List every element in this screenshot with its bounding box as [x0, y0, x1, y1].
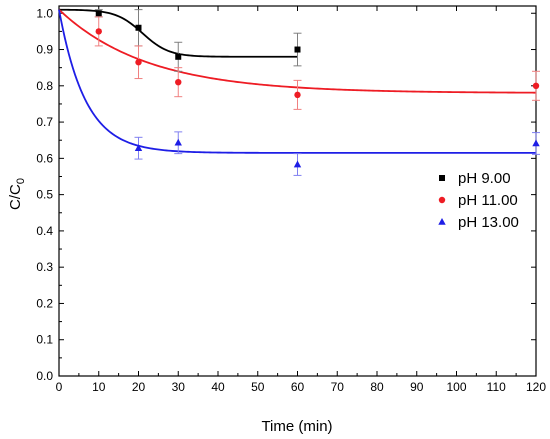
x-tick-label: 10	[92, 380, 106, 394]
data-point	[293, 160, 302, 168]
data-point	[532, 82, 540, 90]
data-point	[135, 59, 142, 66]
legend-label: pH 9.00	[458, 170, 511, 187]
data-markers	[95, 10, 540, 168]
x-tick-label: 0	[56, 380, 63, 394]
y-tick-label: 0.7	[36, 115, 53, 129]
y-tick-label: 0.4	[36, 224, 53, 238]
data-point	[532, 139, 540, 147]
x-axis-title: Time (min)	[261, 418, 332, 435]
x-tick-label: 110	[487, 380, 506, 394]
x-tick-label: 20	[132, 380, 146, 394]
y-tick-label: 0.3	[36, 260, 53, 274]
x-tick-label: 60	[291, 380, 305, 394]
y-tick-label: 0.8	[36, 79, 53, 93]
x-tick-label: 40	[211, 380, 225, 394]
x-tick-label: 90	[410, 380, 424, 394]
data-point	[175, 78, 182, 86]
x-tick-label: 100	[446, 380, 466, 394]
x-tick-label: 80	[370, 380, 384, 394]
data-point	[95, 28, 102, 35]
legend-marker	[438, 196, 446, 204]
y-tick-label: 0.6	[36, 151, 53, 165]
y-tick-label: 0.9	[36, 43, 53, 57]
y-tick-label: 0.2	[36, 296, 53, 310]
data-point	[294, 46, 301, 53]
data-point	[294, 91, 301, 99]
x-tick-label: 30	[172, 380, 186, 394]
y-tick-label: 0.5	[36, 188, 53, 202]
x-tick-label: 50	[251, 380, 265, 394]
legend-label: pH 11.00	[458, 192, 518, 209]
x-tick-label: 120	[526, 380, 546, 394]
y-tick-label: 1.0	[36, 6, 53, 20]
legend-label: pH 13.00	[458, 214, 519, 231]
legend-marker	[439, 175, 445, 181]
y-axis-title-main: C/C	[7, 184, 24, 210]
y-tick-label: 0.0	[36, 369, 53, 383]
data-point	[95, 10, 102, 17]
legend-marker	[438, 218, 446, 225]
data-point	[135, 24, 142, 31]
x-tick-label: 70	[331, 380, 345, 394]
data-point	[175, 53, 182, 60]
y-axis-title-subscript: 0	[15, 178, 27, 184]
y-tick-label: 0.1	[36, 333, 53, 347]
legend: pH 9.00 pH 11.00 pH 13.00	[438, 170, 519, 231]
y-axis-title: C/C0	[7, 178, 27, 210]
data-point	[174, 138, 182, 146]
axes: 0 10 20 30 40 50 60 70 80 90 100 110 120 0.0 0.1 0.2 0.3…	[36, 5, 546, 394]
data-point	[134, 144, 143, 151]
